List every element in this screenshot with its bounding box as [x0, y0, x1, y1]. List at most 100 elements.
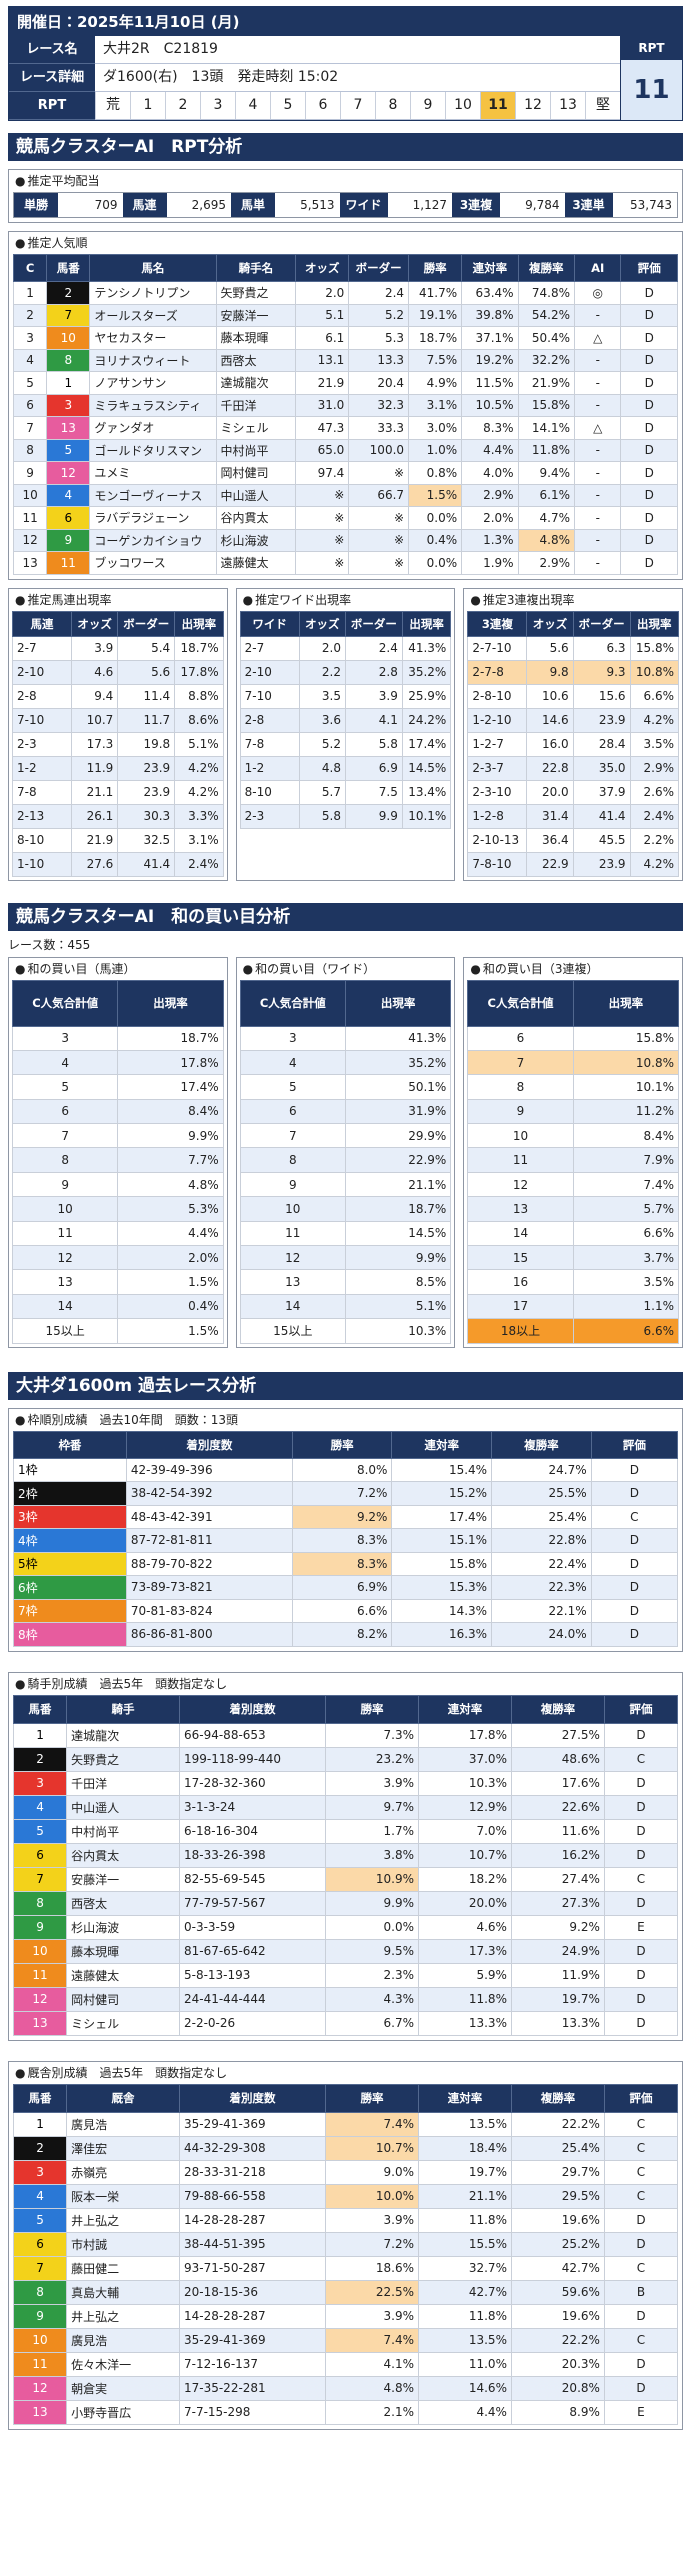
table-cell: 8.4%: [117, 1098, 224, 1125]
table-cell: 4.9%: [408, 371, 463, 395]
table-cell: 2.8: [344, 659, 403, 685]
table-cell: 73-89-73-821: [125, 1575, 293, 1600]
table-row: 2-10 2.2 2.8 35.2%: [239, 659, 452, 685]
box-label: 推定ワイド出現率: [237, 589, 455, 611]
table-cell: 3.9%: [325, 2207, 420, 2233]
table-cell: 9.0%: [325, 2159, 420, 2185]
table-cell: 1.5%: [117, 1318, 224, 1344]
table-cell: 2.4%: [629, 803, 680, 829]
table-cell: 15.6: [572, 683, 631, 709]
table-cell: 3.5%: [629, 731, 680, 757]
table-cell: 21.1: [70, 779, 119, 805]
table-cell: 4.8%: [325, 2375, 420, 2401]
payout-value: 53,743: [630, 198, 672, 212]
table-cell: 15以上: [11, 1318, 119, 1344]
table-head: C人気合計値 出現率: [11, 979, 224, 1027]
table-cell: 41.4: [117, 851, 176, 877]
table-row: 15 3.7%: [467, 1245, 680, 1271]
table-row: 7 9.9%: [11, 1123, 224, 1149]
table-cell: 赤嶺亮: [66, 2159, 180, 2185]
table-cell: 22.6%: [510, 1794, 605, 1820]
table-cell: 23.9: [117, 779, 176, 805]
table-row: 2-8 3.6 4.1 24.2%: [239, 707, 452, 733]
table-cell: 13.5%: [418, 2327, 512, 2353]
column-header: AI: [574, 254, 622, 282]
column-header: 出現率: [401, 610, 452, 637]
column-header: 馬連: [12, 610, 72, 637]
table-cell: 13: [46, 416, 91, 440]
table-cell: 8.3%: [461, 416, 519, 440]
table-row: 7枠 70-81-83-824 6.6% 14.3% 22.1% D: [13, 1598, 679, 1624]
box-label: 推定平均配当: [9, 170, 682, 192]
table-cell: 8.2%: [291, 1622, 393, 1647]
table-cell: D: [590, 1481, 679, 1506]
table-cell: ※: [348, 506, 410, 530]
table-cell: ノアサンサン: [89, 371, 217, 395]
payout-label: 馬単: [231, 193, 275, 217]
box-label: 枠順別成績 過去10年間 頭数：13頭: [9, 1409, 682, 1431]
table-cell: 87-72-81-811: [125, 1528, 293, 1553]
table-cell: 谷内貫太: [66, 1842, 180, 1868]
table-cell: 21.9: [70, 827, 119, 853]
table-cell: 11.4: [117, 683, 176, 709]
table-cell: 27.4%: [510, 1866, 605, 1892]
table-cell: 8: [239, 1147, 346, 1173]
table-cell: 6: [12, 1842, 68, 1868]
table-cell: ミシェル: [215, 416, 297, 440]
table-cell: 4.6%: [418, 1914, 512, 1940]
table-cell: 23.9: [572, 707, 631, 733]
table-cell: 17.8%: [174, 659, 224, 685]
table-cell: 7.2%: [325, 2231, 420, 2257]
table-row: 7-10 3.5 3.9 25.9%: [239, 683, 452, 709]
table-cell: 2.0%: [461, 506, 519, 530]
table-cell: 79-88-66-558: [178, 2183, 327, 2209]
table-cell: 5.2: [298, 731, 346, 757]
column-header: 連対率: [418, 1694, 512, 1724]
column-header: 評価: [620, 254, 678, 282]
table-row: 12 2.0%: [11, 1245, 224, 1271]
table-row: 8 西啓太 77-79-57-567 9.9% 20.0% 27.3% D: [12, 1890, 679, 1916]
table-cell: 6.6%: [291, 1598, 393, 1624]
column-header: 評価: [603, 2083, 679, 2113]
table-cell: D: [590, 1457, 679, 1483]
table-cell: 20.3%: [510, 2351, 605, 2377]
table-cell: 16: [467, 1269, 574, 1295]
table-cell: 0.8%: [408, 461, 463, 485]
table-cell: -: [574, 528, 622, 552]
table-cell: テンシノトリプン: [89, 281, 217, 305]
table-cell: 7枠: [13, 1598, 127, 1624]
table-cell: 5.8: [298, 803, 346, 829]
table-cell: ※: [295, 506, 350, 530]
table-cell: 4.2%: [174, 779, 224, 805]
box-label: 和の買い目（馬連）: [9, 958, 227, 980]
table-cell: C: [603, 2159, 679, 2185]
table-cell: 97.4: [295, 461, 350, 485]
table-cell: 1.7%: [325, 1818, 420, 1844]
table-cell: -: [574, 461, 622, 485]
popularity-box: 推定人気順 C馬番馬名騎手名オッズボーダー勝率連対率複勝率AI評価12テンシノト…: [8, 231, 683, 580]
table-cell: 6.6%: [572, 1318, 680, 1344]
table-cell: 1.5%: [408, 483, 463, 507]
table-cell: 8-10: [239, 779, 300, 805]
table-cell: 9.3: [572, 659, 631, 685]
table-cell: 6.9: [344, 755, 403, 781]
column-header: 連対率: [461, 254, 519, 282]
table-cell: 22.2%: [510, 2327, 605, 2353]
table-row: 7 藤田健二 93-71-50-287 18.6% 32.7% 42.7% C: [12, 2255, 679, 2281]
table-row: 3 18.7%: [11, 1025, 224, 1051]
header-row: C 馬番 馬名 騎手名 オッズ ボーダー 勝率 連対率 複勝率 AI 評価: [12, 254, 678, 282]
table-cell: 2: [12, 2135, 68, 2161]
table-cell: 3: [239, 1025, 346, 1051]
table-cell: 82-55-69-545: [178, 1866, 327, 1892]
table-cell: 17.3: [70, 731, 119, 757]
table-cell: 1: [46, 371, 91, 395]
column-header: 馬番: [12, 1694, 68, 1724]
table-cell: 22.3%: [491, 1575, 592, 1600]
table-cell: 0.0%: [408, 506, 463, 530]
payout-label: ワイド: [339, 193, 388, 217]
table-row: 8-10 5.7 7.5 13.4%: [239, 779, 452, 805]
column-header: 勝率: [325, 2083, 420, 2113]
table-cell: 14.1%: [517, 416, 576, 440]
table-cell: 7: [46, 303, 91, 327]
data-table: 馬番 騎手 着別度数 勝率 連対率 複勝率 評価 1 達城龍次 66-94-88-653 7.3% 1…: [12, 1694, 679, 2036]
